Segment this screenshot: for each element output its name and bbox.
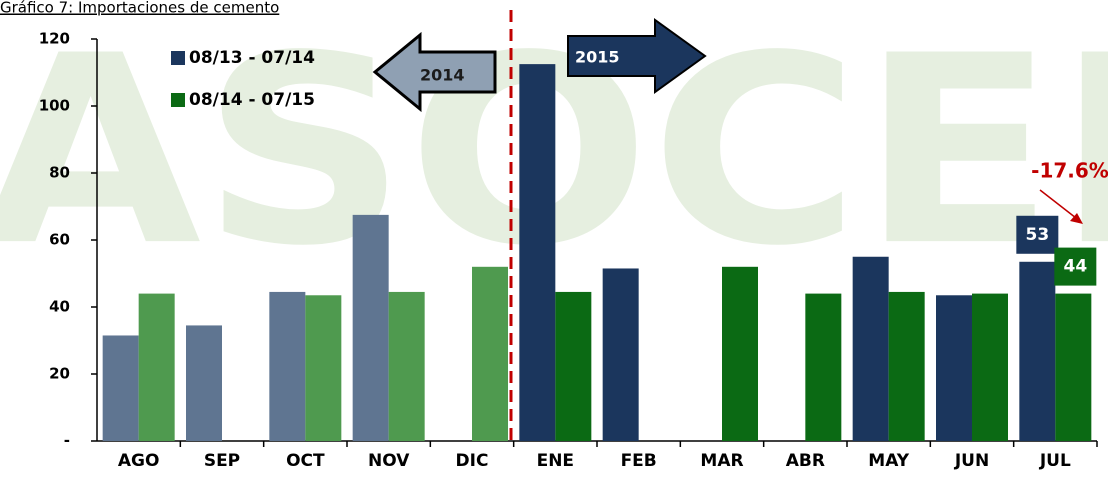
bar: [472, 266, 508, 441]
bar: [722, 266, 758, 441]
bar: [888, 291, 925, 441]
bar: [805, 293, 842, 441]
x-tick-label: JUN: [954, 451, 989, 471]
annotation-arrow: [1039, 189, 1077, 219]
y-tick-label: 80: [49, 164, 70, 182]
annotation-arrowhead: [1070, 213, 1083, 224]
bar: [555, 291, 592, 441]
bar: [972, 293, 1008, 441]
legend-swatch: [171, 93, 185, 107]
y-tick-label: -: [64, 432, 70, 450]
bar: [186, 325, 222, 441]
legend-label: 08/13 - 07/14: [189, 48, 315, 68]
bar: [352, 214, 389, 441]
x-tick-label: DIC: [456, 451, 489, 471]
legend-label: 08/14 - 07/15: [189, 90, 315, 110]
x-tick-label: MAR: [700, 451, 743, 471]
x-tick-label: ABR: [786, 451, 825, 471]
x-tick-label: ENE: [537, 451, 574, 471]
annotation: 2015: [575, 48, 620, 67]
x-tick-label: OCT: [286, 451, 325, 471]
bar: [102, 335, 139, 441]
bar: [305, 295, 342, 441]
arrow-2014: [372, 31, 497, 113]
arrow-2015: [567, 18, 707, 94]
bar: [388, 291, 425, 441]
x-tick-label: NOV: [368, 451, 410, 471]
y-tick-label: 120: [39, 30, 70, 48]
annotation: 2014: [420, 66, 465, 85]
y-tick-label: 40: [49, 298, 70, 316]
y-tick-label: 20: [49, 365, 70, 383]
annotation: -17.6%: [1031, 159, 1108, 183]
bar: [852, 256, 889, 441]
bar: [1055, 293, 1092, 441]
x-tick-label: FEB: [621, 451, 657, 471]
x-tick-label: SEP: [204, 451, 240, 471]
value-label-box: [1054, 247, 1097, 286]
bar: [602, 268, 639, 441]
value-label-box: [1016, 215, 1059, 254]
chart-title: Gráfico 7: Importaciones de cemento: [0, 0, 279, 17]
y-tick-label: 60: [49, 231, 70, 249]
bar: [269, 291, 306, 441]
x-tick-label: AGO: [118, 451, 160, 471]
bar: [936, 295, 972, 441]
legend-swatch: [171, 51, 185, 65]
bar: [138, 293, 175, 441]
bar: [1019, 261, 1056, 441]
value-label: 44: [1063, 257, 1087, 277]
x-tick-label: MAY: [868, 451, 909, 471]
x-tick-label: JUL: [1039, 451, 1071, 471]
y-tick-label: 100: [39, 97, 70, 115]
bar: [519, 64, 556, 441]
value-label: 53: [1025, 225, 1049, 245]
